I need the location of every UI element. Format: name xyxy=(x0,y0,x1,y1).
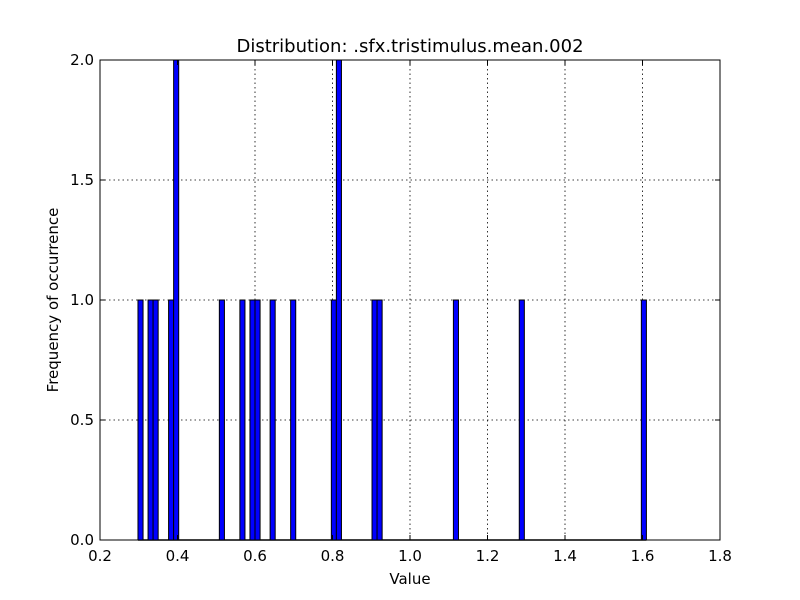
chart-title: Distribution: .sfx.tristimulus.mean.002 xyxy=(236,36,583,57)
histogram-bar xyxy=(239,299,246,541)
histogram-bar xyxy=(168,299,175,541)
grid-lines xyxy=(100,60,720,540)
x-axis-label: Value xyxy=(389,570,430,588)
x-tick-label: 0.4 xyxy=(166,547,190,565)
y-tick-label: 1.0 xyxy=(70,291,94,309)
bars xyxy=(137,59,647,541)
histogram-bar xyxy=(330,299,337,541)
histogram-bar xyxy=(152,299,159,541)
histogram-bar xyxy=(147,299,154,541)
tick-marks xyxy=(99,59,721,541)
histogram-bar xyxy=(218,299,225,541)
histogram-bar xyxy=(249,299,256,541)
x-tick-label: 1.8 xyxy=(708,547,732,565)
histogram-bar xyxy=(335,59,342,541)
y-tick-label: 1.5 xyxy=(70,171,94,189)
y-tick-labels: 0.0 0.5 1.0 1.5 2.0 xyxy=(70,51,94,549)
y-axis-label: Frequency of occurrence xyxy=(44,208,62,393)
histogram-bar xyxy=(371,299,378,541)
x-tick-label: 1.6 xyxy=(631,547,655,565)
x-tick-label: 0.2 xyxy=(88,547,112,565)
histogram-bar xyxy=(269,299,276,541)
y-tick-label: 0.5 xyxy=(70,411,94,429)
y-tick-label: 2.0 xyxy=(70,51,94,69)
x-tick-label: 1.4 xyxy=(553,547,577,565)
x-tick-labels: 0.2 0.4 0.6 0.8 1.0 1.2 1.4 1.6 1.8 xyxy=(88,547,732,565)
x-tick-label: 1.2 xyxy=(476,547,500,565)
histogram-bar xyxy=(290,299,297,541)
y-tick-label: 0.0 xyxy=(70,531,94,549)
histogram-bar xyxy=(254,299,261,541)
histogram-bar xyxy=(137,299,144,541)
histogram-bar xyxy=(640,299,647,541)
x-tick-label: 0.8 xyxy=(321,547,345,565)
histogram-bar xyxy=(173,59,180,541)
histogram-bar xyxy=(452,299,459,541)
histogram-bar xyxy=(518,299,525,541)
histogram-bar xyxy=(376,299,383,541)
x-tick-label: 1.0 xyxy=(398,547,422,565)
x-tick-label: 0.6 xyxy=(243,547,267,565)
